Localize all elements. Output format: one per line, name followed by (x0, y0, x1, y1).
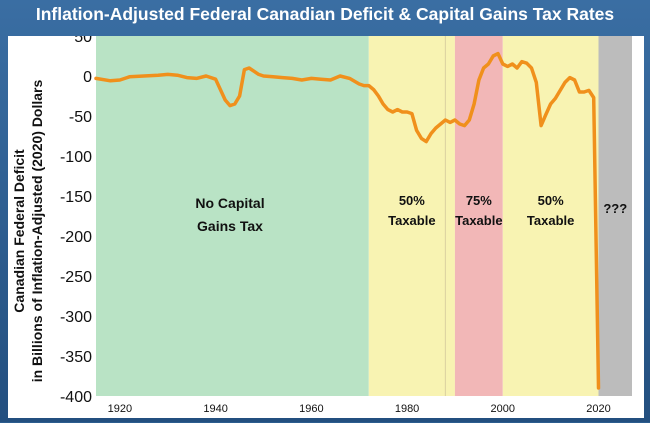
axis-layer: 50 0 -50 -100 -150 -200 -250 -300 -350 -400 1920 19… (60, 29, 611, 415)
regions-layer: No Capital Gains Tax 50% Taxable 75% Taxable 5… (96, 36, 632, 396)
x-tick-label-3: 1980 (395, 403, 419, 415)
x-tick-label-2: 1960 (299, 403, 323, 415)
region-label-2-line2: Taxable (455, 213, 502, 228)
region-band-0 (96, 36, 369, 396)
y-tick-label-5: -200 (60, 229, 92, 246)
region-label-2-line1: 75% (466, 193, 492, 208)
chart-title: Inflation-Adjusted Federal Canadian Defi… (35, 4, 615, 24)
region-label-0-line1: No Capital (195, 195, 264, 211)
x-tick-label-0: 1920 (108, 403, 132, 415)
y-axis-label-line2: in Billions of Inflation-Adjusted (2020)… (29, 80, 45, 383)
plot-panel: No Capital Gains Tax 50% Taxable 75% Taxable 5… (8, 29, 644, 418)
region-label-3-line2: Taxable (527, 213, 574, 228)
x-tick-label-5: 2020 (586, 403, 610, 415)
region-label-0-line2: Gains Tax (197, 218, 263, 234)
region-band-4 (598, 36, 632, 396)
region-label-1-line1: 50% (399, 193, 425, 208)
y-tick-label-6: -250 (60, 269, 92, 286)
region-band-2 (454, 36, 503, 396)
y-tick-label-3: -100 (60, 149, 92, 166)
y-tick-label-1: 0 (83, 69, 92, 86)
region-band-1 (368, 36, 455, 396)
region-label-3-line1: 50% (538, 193, 564, 208)
y-tick-label-7: -300 (60, 309, 92, 326)
y-axis-label-line1: Canadian Federal Deficit (11, 149, 27, 313)
series-layer (94, 51, 601, 390)
region-band-3 (502, 36, 599, 396)
y-tick-label-9: -400 (60, 389, 92, 406)
y-tick-label-8: -350 (60, 349, 92, 366)
y-tick-label-0: 50 (74, 36, 92, 46)
y-tick-label-2: -50 (69, 109, 92, 126)
x-tick-label-1: 1940 (203, 403, 227, 415)
region-label-4-line1: ??? (603, 201, 627, 216)
y-tick-label-4: -150 (60, 189, 92, 206)
region-label-1-line2: Taxable (388, 213, 435, 228)
x-tick-label-4: 2000 (491, 403, 515, 415)
series-line-0 (94, 51, 601, 390)
